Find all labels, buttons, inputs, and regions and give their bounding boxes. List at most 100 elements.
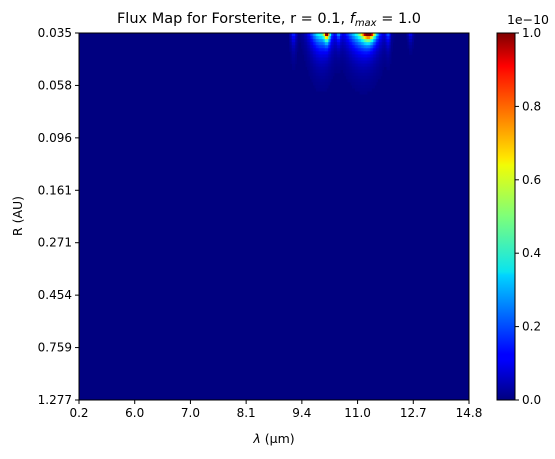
heatmap-cell <box>371 72 374 77</box>
heatmap-cell <box>380 63 383 68</box>
heatmap-cell <box>314 84 317 89</box>
heatmap-cell <box>320 39 323 43</box>
heatmap-cell <box>359 54 362 58</box>
heatmap-cell <box>313 81 315 86</box>
heatmap-cell <box>322 36 324 40</box>
heatmap-cell <box>337 54 339 58</box>
heatmap-cell <box>386 45 389 49</box>
heatmap-cell <box>374 39 377 43</box>
heatmap-cell <box>386 60 389 64</box>
heatmap-cell <box>394 33 396 37</box>
colorbar-tick-label: 0.6 <box>522 173 541 187</box>
heatmap-cell <box>412 42 414 46</box>
heatmap-cell <box>341 63 344 68</box>
heatmap-cell <box>304 42 306 46</box>
heatmap-cell <box>334 63 336 68</box>
heatmap-cell <box>376 39 378 43</box>
heatmap-cell <box>322 45 324 49</box>
heatmap-cell <box>374 78 377 83</box>
heatmap-cell <box>317 75 320 80</box>
heatmap-cell <box>338 57 341 61</box>
heatmap-cell <box>331 75 333 80</box>
heatmap-cell <box>322 60 324 64</box>
heatmap-cell <box>293 63 296 68</box>
heatmap-cell <box>361 69 363 74</box>
heatmap-cell <box>292 45 294 49</box>
colorbar-scale-label: 1e−10 <box>507 12 549 27</box>
heatmap-cell <box>364 81 366 86</box>
heatmap-cell <box>368 81 371 86</box>
heatmap-cell <box>319 75 321 80</box>
heatmap-cell <box>338 51 341 55</box>
heatmap-cell <box>341 33 344 37</box>
heatmap-cell <box>313 33 315 37</box>
heatmap-cell <box>314 81 317 86</box>
heatmap-cell <box>295 48 297 52</box>
heatmap-cell <box>317 88 320 92</box>
heatmap-cell <box>334 54 336 58</box>
heatmap-cell <box>350 42 353 46</box>
y-tick-label: 0.096 <box>38 131 72 145</box>
heatmap-cell <box>367 51 369 55</box>
heatmap-cell <box>412 45 414 49</box>
heatmap-cell <box>349 54 351 58</box>
heatmap-cell <box>380 45 383 49</box>
heatmap-cell <box>346 39 348 43</box>
heatmap-cell <box>362 63 365 68</box>
y-axis: 0.035 0.058 0.096 0.161 0.271 0.454 0.759 1.277 <box>38 26 79 407</box>
heatmap-cell <box>340 45 342 49</box>
heatmap-cell <box>358 45 360 49</box>
heatmap-cell <box>406 33 408 37</box>
heatmap-cell <box>388 60 390 64</box>
heatmap-cell <box>364 91 366 95</box>
heatmap-cell <box>332 63 335 68</box>
heatmap-cell <box>292 36 294 40</box>
heatmap-cell <box>322 57 324 61</box>
heatmap-cell <box>340 54 342 58</box>
heatmap-cell <box>376 66 378 71</box>
heatmap-cell <box>313 45 315 49</box>
heatmap-cell <box>370 33 372 37</box>
heatmap-cell <box>346 63 348 68</box>
heatmap-cell <box>337 45 339 49</box>
heatmap-cell <box>310 51 312 55</box>
heatmap-cell <box>320 69 323 74</box>
heatmap-cell <box>316 84 318 89</box>
heatmap-cell <box>353 33 356 37</box>
heatmap-cell <box>356 60 359 64</box>
heatmap-cell <box>323 33 326 37</box>
heatmap-cell <box>302 42 305 46</box>
heatmap-cell <box>353 42 356 46</box>
heatmap-cell <box>329 48 332 52</box>
heatmap-cell <box>361 45 363 49</box>
heatmap-cell <box>388 66 390 71</box>
heatmap-cell <box>355 48 357 52</box>
heatmap-cell <box>293 48 296 52</box>
heatmap-cell <box>313 42 315 46</box>
heatmap-cell <box>301 39 303 43</box>
heatmap-cell <box>377 45 380 49</box>
heatmap-cell <box>334 69 336 74</box>
heatmap-cell <box>310 54 312 58</box>
heatmap-cell <box>410 42 413 46</box>
heatmap-cell <box>320 51 323 55</box>
heatmap-cell <box>367 48 369 52</box>
heatmap-cell <box>386 48 389 52</box>
heatmap-cell <box>409 39 411 43</box>
heatmap-cell <box>325 42 327 46</box>
heatmap-cell <box>293 33 296 37</box>
heatmap-cell <box>361 51 363 55</box>
heatmap-cell <box>341 60 344 64</box>
heatmap-cell <box>307 39 309 43</box>
heatmap-cell <box>383 51 386 55</box>
heatmap-cell <box>377 63 380 68</box>
heatmap-cell <box>376 60 378 64</box>
heatmap-cell <box>325 69 327 74</box>
heatmap-cell <box>334 42 336 46</box>
heatmap-cell <box>337 33 339 37</box>
heatmap-cell <box>406 36 408 40</box>
heatmap-cell <box>298 39 300 43</box>
heatmap-cell <box>344 72 347 77</box>
heatmap-cell <box>332 54 335 58</box>
heatmap-cell <box>323 57 326 61</box>
